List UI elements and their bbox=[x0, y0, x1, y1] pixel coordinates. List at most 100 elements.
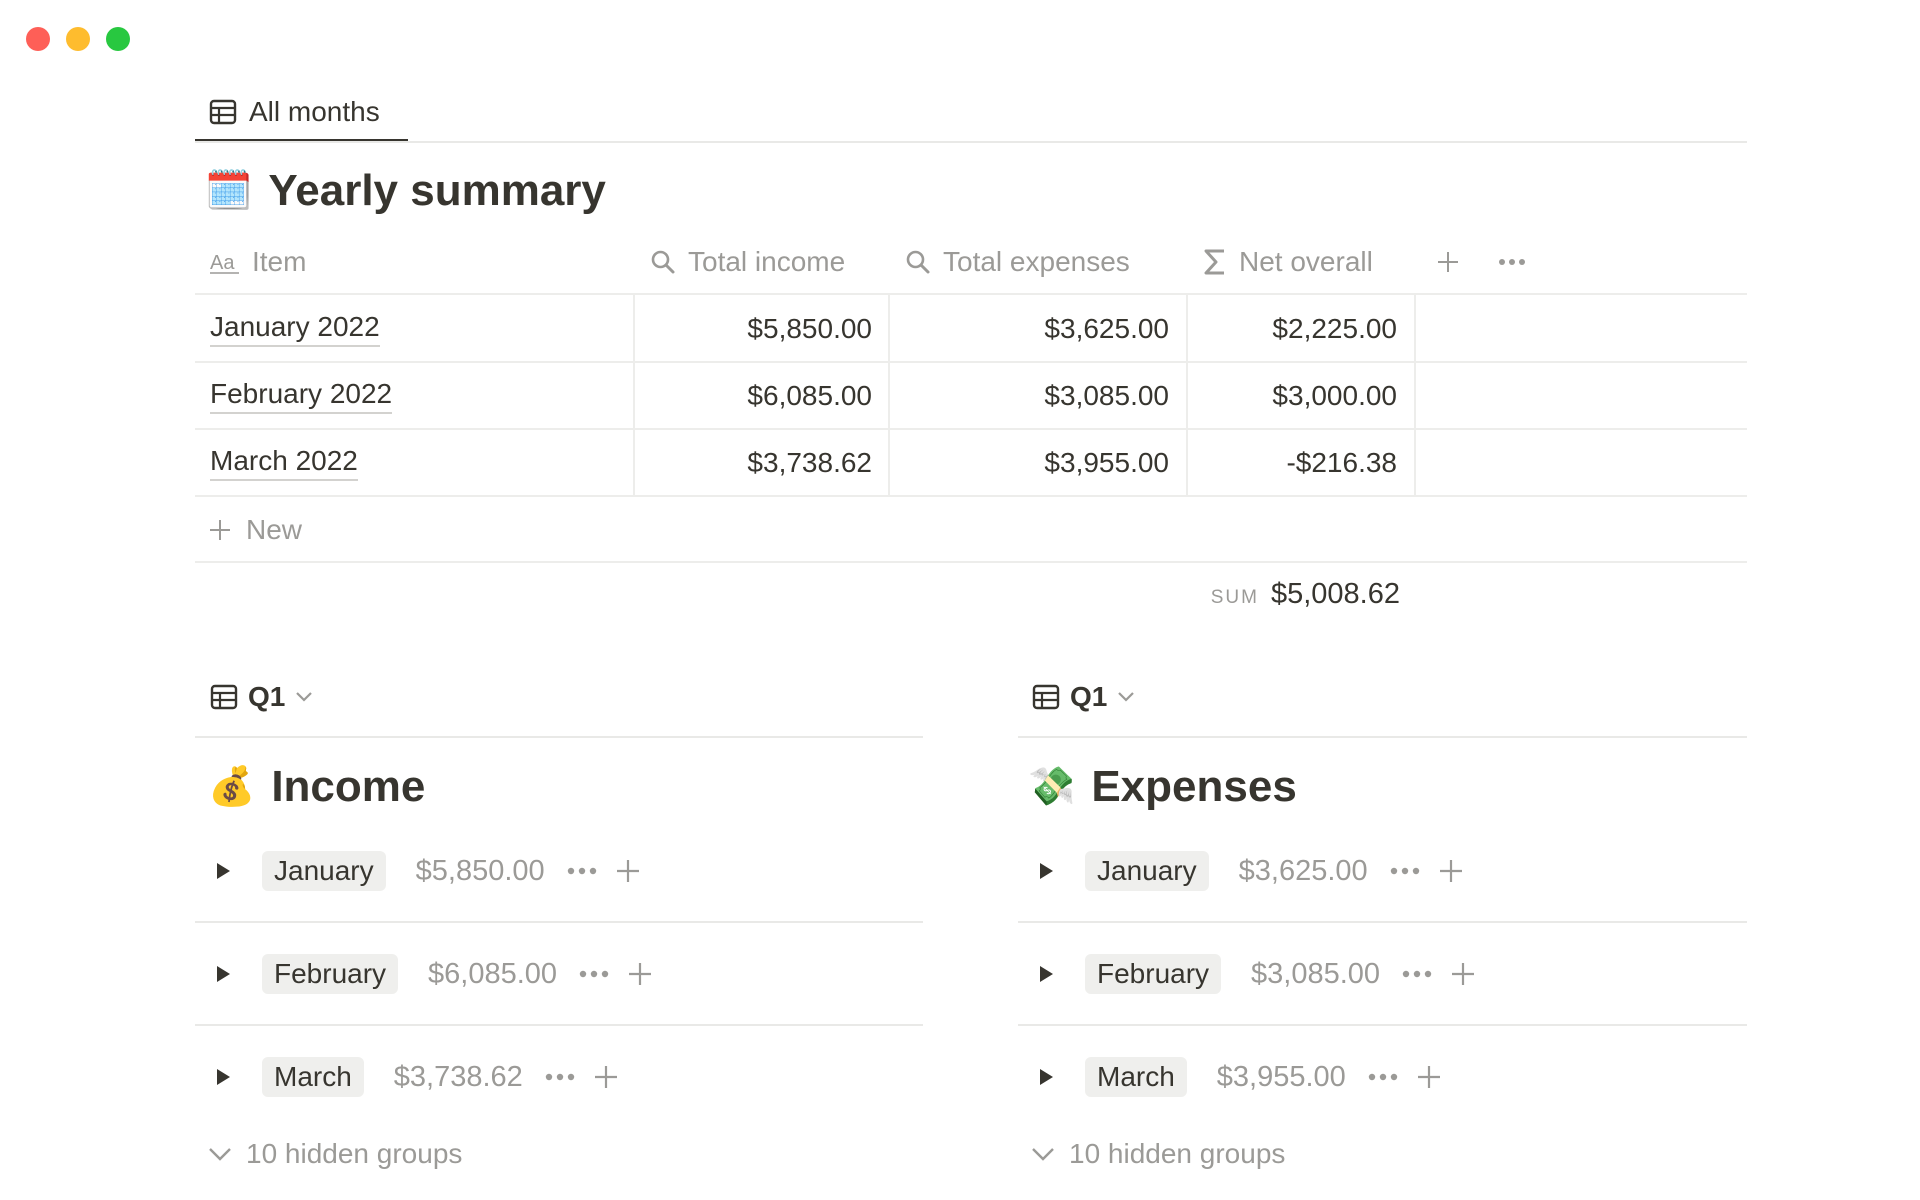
group-more-button[interactable] bbox=[1390, 867, 1420, 875]
more-horizontal-icon bbox=[1368, 1073, 1398, 1081]
sigma-icon bbox=[1204, 249, 1224, 275]
group-label[interactable]: February bbox=[262, 954, 399, 994]
hidden-groups-label: 10 hidden groups bbox=[246, 1138, 463, 1169]
income-hidden-groups-toggle[interactable]: 10 hidden groups bbox=[208, 1138, 462, 1170]
column-divider bbox=[1414, 295, 1416, 495]
money-bag-emoji-icon: 💰 bbox=[208, 766, 256, 808]
cell-net-overall[interactable]: -$216.38 bbox=[1286, 447, 1397, 478]
group-sum: $3,738.62 bbox=[393, 1060, 523, 1093]
group-add-button[interactable] bbox=[1450, 961, 1476, 987]
group-toggle-button[interactable] bbox=[208, 856, 238, 886]
summary-title[interactable]: 🗓️ Yearly summary bbox=[205, 166, 606, 216]
group-toggle-button[interactable] bbox=[1031, 1062, 1061, 1092]
view-tab-all-months[interactable]: All months bbox=[195, 82, 394, 142]
row-divider bbox=[195, 561, 1747, 563]
sum-label: SUM bbox=[1210, 587, 1259, 608]
group-sum: $5,850.00 bbox=[415, 854, 545, 887]
cell-net-overall[interactable]: $2,225.00 bbox=[1272, 313, 1397, 344]
cell-net-overall[interactable]: $3,000.00 bbox=[1272, 380, 1397, 411]
plus-icon bbox=[594, 1066, 617, 1088]
new-row-button[interactable]: New bbox=[208, 505, 302, 555]
income-view-divider bbox=[195, 736, 923, 738]
summary-title-text: Yearly summary bbox=[268, 166, 606, 215]
column-header-net-overall[interactable]: Net overall bbox=[1203, 240, 1373, 284]
triangle-right-icon bbox=[1040, 966, 1053, 982]
plus-icon bbox=[1439, 860, 1462, 882]
expenses-group-march: March $3,955.00 bbox=[1031, 1047, 1442, 1107]
column-header-total-expenses[interactable]: Total expenses bbox=[905, 240, 1130, 284]
triangle-right-icon bbox=[217, 1069, 230, 1085]
cell-total-income[interactable]: $6,085.00 bbox=[747, 380, 872, 411]
row-item-text: February 2022 bbox=[210, 378, 393, 414]
table-icon bbox=[210, 684, 238, 710]
table-row-title[interactable]: January 2022 bbox=[210, 296, 380, 362]
group-add-button[interactable] bbox=[627, 961, 653, 987]
net-overall-sum[interactable]: SUM $5,008.62 bbox=[1180, 578, 1400, 611]
group-toggle-button[interactable] bbox=[1031, 959, 1061, 989]
group-more-button[interactable] bbox=[1402, 970, 1432, 978]
minimize-window-button[interactable] bbox=[66, 27, 90, 51]
table-row-title[interactable]: March 2022 bbox=[210, 430, 358, 496]
window-controls bbox=[26, 27, 130, 51]
income-title[interactable]: 💰 Income bbox=[208, 762, 425, 812]
group-add-button[interactable] bbox=[1438, 858, 1464, 884]
column-header-label: Item bbox=[252, 246, 307, 277]
group-divider bbox=[195, 1024, 923, 1026]
group-label[interactable]: January bbox=[262, 851, 386, 891]
cell-total-expenses[interactable]: $3,625.00 bbox=[1044, 313, 1169, 344]
group-label[interactable]: February bbox=[1085, 954, 1222, 994]
calendar-emoji-icon: 🗓️ bbox=[205, 170, 253, 212]
group-add-button[interactable] bbox=[593, 1064, 619, 1090]
expenses-title-text: Expenses bbox=[1091, 762, 1297, 811]
group-add-button[interactable] bbox=[615, 858, 641, 884]
group-more-button[interactable] bbox=[567, 867, 597, 875]
chevron-down-icon bbox=[1032, 1148, 1054, 1161]
group-divider bbox=[1018, 1024, 1747, 1026]
expenses-hidden-groups-toggle[interactable]: 10 hidden groups bbox=[1031, 1138, 1285, 1170]
search-icon bbox=[651, 250, 675, 274]
row-divider bbox=[195, 495, 1747, 497]
expenses-group-february: February $3,085.00 bbox=[1031, 944, 1476, 1004]
more-horizontal-icon bbox=[579, 970, 609, 978]
cell-total-income[interactable]: $5,850.00 bbox=[747, 313, 872, 344]
group-toggle-button[interactable] bbox=[208, 959, 238, 989]
income-view-selector[interactable]: Q1 bbox=[210, 681, 313, 713]
group-add-button[interactable] bbox=[1416, 1064, 1442, 1090]
table-more-options-button[interactable] bbox=[1494, 246, 1530, 278]
column-header-total-income[interactable]: Total income bbox=[650, 240, 845, 284]
group-label[interactable]: March bbox=[262, 1057, 364, 1097]
sum-value: $5,008.62 bbox=[1270, 578, 1400, 610]
table-row-title[interactable]: February 2022 bbox=[210, 363, 393, 429]
cell-total-expenses[interactable]: $3,955.00 bbox=[1044, 447, 1169, 478]
cell-total-income[interactable]: $3,738.62 bbox=[747, 447, 872, 478]
group-sum: $3,955.00 bbox=[1216, 1060, 1346, 1093]
expenses-view-divider bbox=[1018, 736, 1747, 738]
add-property-button[interactable] bbox=[1432, 246, 1464, 278]
hidden-groups-label: 10 hidden groups bbox=[1069, 1138, 1286, 1169]
income-group-january: January $5,850.00 bbox=[208, 841, 641, 901]
group-more-button[interactable] bbox=[1368, 1073, 1398, 1081]
plus-icon bbox=[1452, 963, 1475, 985]
group-toggle-button[interactable] bbox=[1031, 856, 1061, 886]
expenses-title[interactable]: 💸 Expenses bbox=[1028, 762, 1297, 812]
expenses-group-january: January $3,625.00 bbox=[1031, 841, 1464, 901]
triangle-right-icon bbox=[1040, 1069, 1053, 1085]
group-more-button[interactable] bbox=[579, 970, 609, 978]
plus-icon bbox=[1438, 252, 1458, 272]
close-window-button[interactable] bbox=[26, 27, 50, 51]
header-divider bbox=[195, 293, 1747, 295]
group-label[interactable]: March bbox=[1085, 1057, 1187, 1097]
triangle-right-icon bbox=[217, 863, 230, 879]
group-toggle-button[interactable] bbox=[208, 1062, 238, 1092]
row-divider bbox=[195, 361, 1747, 363]
plus-icon bbox=[616, 860, 639, 882]
group-label[interactable]: January bbox=[1085, 851, 1209, 891]
expenses-view-selector[interactable]: Q1 bbox=[1032, 681, 1135, 713]
column-header-item[interactable]: Aa Item bbox=[210, 240, 306, 284]
group-more-button[interactable] bbox=[545, 1073, 575, 1081]
plus-icon bbox=[1417, 1066, 1440, 1088]
zoom-window-button[interactable] bbox=[106, 27, 130, 51]
income-group-february: February $6,085.00 bbox=[208, 944, 653, 1004]
cell-total-expenses[interactable]: $3,085.00 bbox=[1044, 380, 1169, 411]
more-horizontal-icon bbox=[545, 1073, 575, 1081]
